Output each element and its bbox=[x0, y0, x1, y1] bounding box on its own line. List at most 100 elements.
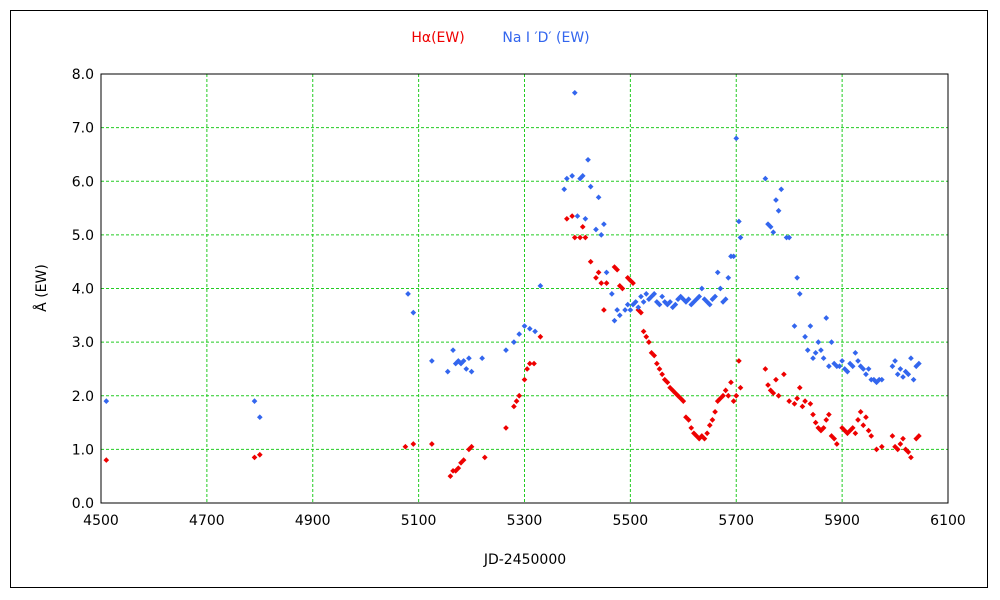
data-point bbox=[256, 414, 263, 421]
series-halpha bbox=[103, 213, 922, 480]
data-point bbox=[585, 156, 591, 163]
data-point bbox=[894, 371, 901, 378]
data-point bbox=[865, 366, 872, 372]
data-point bbox=[598, 280, 605, 286]
data-point bbox=[622, 307, 628, 313]
data-point bbox=[855, 358, 861, 364]
data-point bbox=[696, 293, 703, 300]
data-point bbox=[725, 274, 732, 281]
data-point bbox=[410, 441, 417, 447]
grid-lines bbox=[101, 74, 948, 503]
data-point bbox=[802, 398, 808, 404]
data-point bbox=[601, 221, 607, 227]
data-point bbox=[656, 301, 663, 308]
y-axis-label: Å (EW) bbox=[33, 264, 50, 312]
y-tick-label: 2.0 bbox=[72, 389, 94, 405]
data-point bbox=[878, 376, 885, 383]
x-axis-label: JD-2450000 bbox=[483, 552, 566, 568]
data-point bbox=[659, 293, 665, 300]
data-points bbox=[103, 89, 922, 480]
data-point bbox=[460, 457, 467, 463]
data-point bbox=[712, 409, 718, 415]
x-tick-label: 5100 bbox=[401, 513, 437, 529]
x-tick-label: 6100 bbox=[930, 513, 966, 529]
data-point bbox=[466, 355, 472, 362]
data-point bbox=[503, 347, 509, 353]
data-point bbox=[799, 403, 806, 410]
data-point bbox=[737, 234, 744, 241]
data-point bbox=[706, 422, 713, 429]
data-point bbox=[685, 417, 692, 423]
legend-item-nai-d: Na I ′D′ (EW) bbox=[502, 30, 589, 46]
data-point bbox=[863, 414, 869, 421]
data-point bbox=[251, 454, 258, 461]
data-point bbox=[828, 339, 835, 345]
data-point bbox=[410, 309, 417, 316]
data-point bbox=[450, 347, 456, 353]
data-point bbox=[855, 417, 861, 423]
data-point bbox=[916, 360, 922, 367]
data-point bbox=[836, 363, 843, 370]
x-tick-label: 4700 bbox=[189, 513, 225, 529]
y-tick-label: 0.0 bbox=[72, 496, 94, 512]
data-point bbox=[526, 360, 533, 367]
data-point bbox=[733, 392, 740, 399]
data-point bbox=[910, 376, 917, 383]
data-point bbox=[844, 368, 851, 375]
data-point bbox=[807, 323, 814, 329]
y-tick-label: 5.0 bbox=[72, 228, 94, 244]
data-point bbox=[826, 363, 832, 370]
data-point bbox=[526, 325, 533, 332]
data-point bbox=[900, 374, 906, 380]
data-point bbox=[820, 425, 827, 431]
data-point bbox=[468, 368, 475, 375]
data-point bbox=[680, 398, 687, 404]
data-point bbox=[429, 441, 435, 447]
data-point bbox=[810, 411, 816, 418]
data-point bbox=[900, 435, 906, 442]
data-point bbox=[640, 299, 647, 305]
data-point bbox=[571, 234, 578, 241]
data-point bbox=[630, 280, 636, 286]
data-point bbox=[516, 331, 523, 337]
data-point bbox=[722, 387, 729, 394]
data-point bbox=[587, 258, 594, 265]
data-point bbox=[582, 234, 589, 241]
data-point bbox=[103, 457, 110, 463]
data-point bbox=[794, 395, 800, 402]
data-point bbox=[595, 194, 602, 201]
data-point bbox=[513, 398, 520, 404]
series-nai-d bbox=[103, 89, 922, 421]
data-point bbox=[714, 269, 721, 276]
data-point bbox=[587, 183, 594, 190]
x-tick-label: 5500 bbox=[613, 513, 649, 529]
data-point bbox=[865, 427, 872, 434]
data-point bbox=[402, 443, 409, 450]
data-point bbox=[577, 234, 583, 241]
data-point bbox=[773, 197, 779, 203]
data-point bbox=[810, 355, 816, 362]
data-point bbox=[717, 285, 724, 292]
data-point bbox=[614, 266, 620, 273]
data-point bbox=[524, 366, 530, 372]
data-point bbox=[616, 312, 623, 319]
data-point bbox=[651, 352, 658, 359]
data-point bbox=[564, 215, 570, 222]
data-point bbox=[537, 282, 544, 289]
data-point bbox=[849, 363, 856, 370]
data-point bbox=[651, 291, 658, 297]
data-point bbox=[511, 339, 517, 345]
data-point bbox=[601, 307, 607, 313]
data-point bbox=[635, 304, 642, 311]
data-point bbox=[638, 309, 644, 316]
data-point bbox=[251, 398, 258, 404]
data-point bbox=[672, 301, 679, 308]
data-point bbox=[593, 274, 599, 281]
data-point bbox=[609, 291, 615, 297]
data-point bbox=[849, 425, 856, 431]
data-point bbox=[624, 301, 631, 308]
data-point bbox=[786, 234, 793, 241]
data-point bbox=[593, 226, 599, 233]
data-point bbox=[654, 360, 660, 367]
data-point bbox=[598, 232, 605, 238]
